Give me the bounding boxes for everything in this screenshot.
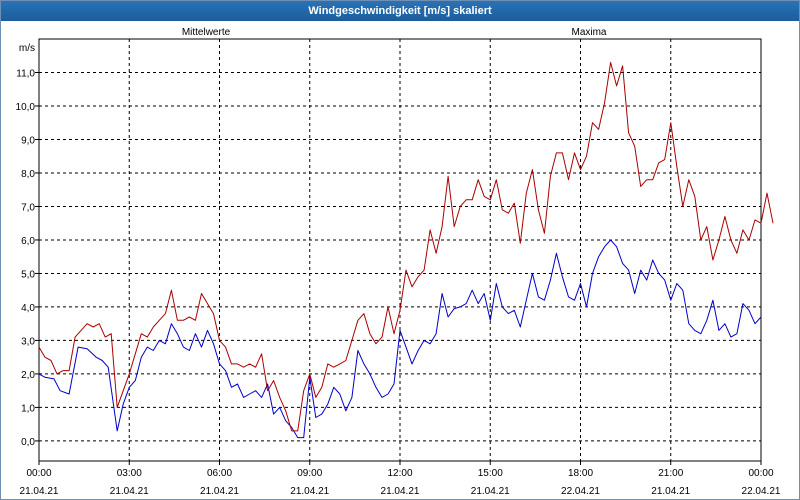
series-lines (38, 61, 774, 439)
x-tick-time: 12:00 (387, 468, 412, 479)
x-tick-time: 06:00 (207, 468, 232, 479)
legend-mittelwerte: Mittelwerte (182, 27, 231, 38)
y-tick-label: 3,0 (21, 336, 35, 347)
y-tick-label: 5,0 (21, 269, 35, 280)
x-tick-date: 21.04.21 (110, 486, 149, 497)
x-tick-date: 21.04.21 (381, 486, 420, 497)
x-tick-time: 03:00 (117, 468, 142, 479)
x-tick-date: 21.04.21 (200, 486, 239, 497)
x-tick-date: 22.04.21 (561, 486, 600, 497)
y-tick-label: 6,0 (21, 236, 35, 247)
x-tick-date: 21.04.21 (290, 486, 329, 497)
y-axis-unit: m/s (19, 43, 35, 54)
chart-title: Windgeschwindigkeit [m/s] skaliert (1, 1, 799, 21)
series-line-maxima (38, 61, 774, 432)
plot-frame (38, 38, 762, 462)
legend-maxima: Maxima (571, 27, 606, 38)
y-tick-label: 8,0 (21, 169, 35, 180)
y-tick-label: 9,0 (21, 135, 35, 146)
x-tick-date: 21.04.21 (651, 486, 690, 497)
x-tick-time: 18:00 (568, 468, 593, 479)
x-tick-time: 21:00 (658, 468, 683, 479)
x-tick-date: 22.04.21 (742, 486, 781, 497)
x-tick-time: 00:00 (26, 468, 51, 479)
y-tick-label: 1,0 (21, 403, 35, 414)
axes (35, 38, 762, 465)
y-tick-label: 7,0 (21, 202, 35, 213)
y-tick-label: 4,0 (21, 303, 35, 314)
x-tick-date: 21.04.21 (471, 486, 510, 497)
y-tick-label: 11,0 (16, 68, 35, 79)
y-tick-label: 2,0 (21, 370, 35, 381)
x-tick-time: 00:00 (748, 468, 773, 479)
y-tick-label: 10,0 (16, 102, 36, 113)
x-tick-time: 15:00 (478, 468, 503, 479)
series-line-mittelwerte (38, 239, 762, 439)
x-tick-time: 09:00 (297, 468, 322, 479)
labels: 0,0 1,0 2,0 3,0 4,0 5,0 6,0 7,0 8,0 9,0 10,0 11,0 00… (16, 27, 781, 497)
grid (39, 39, 761, 461)
y-tick-label: 0,0 (21, 437, 35, 448)
x-tick-date: 21.04.21 (20, 486, 59, 497)
